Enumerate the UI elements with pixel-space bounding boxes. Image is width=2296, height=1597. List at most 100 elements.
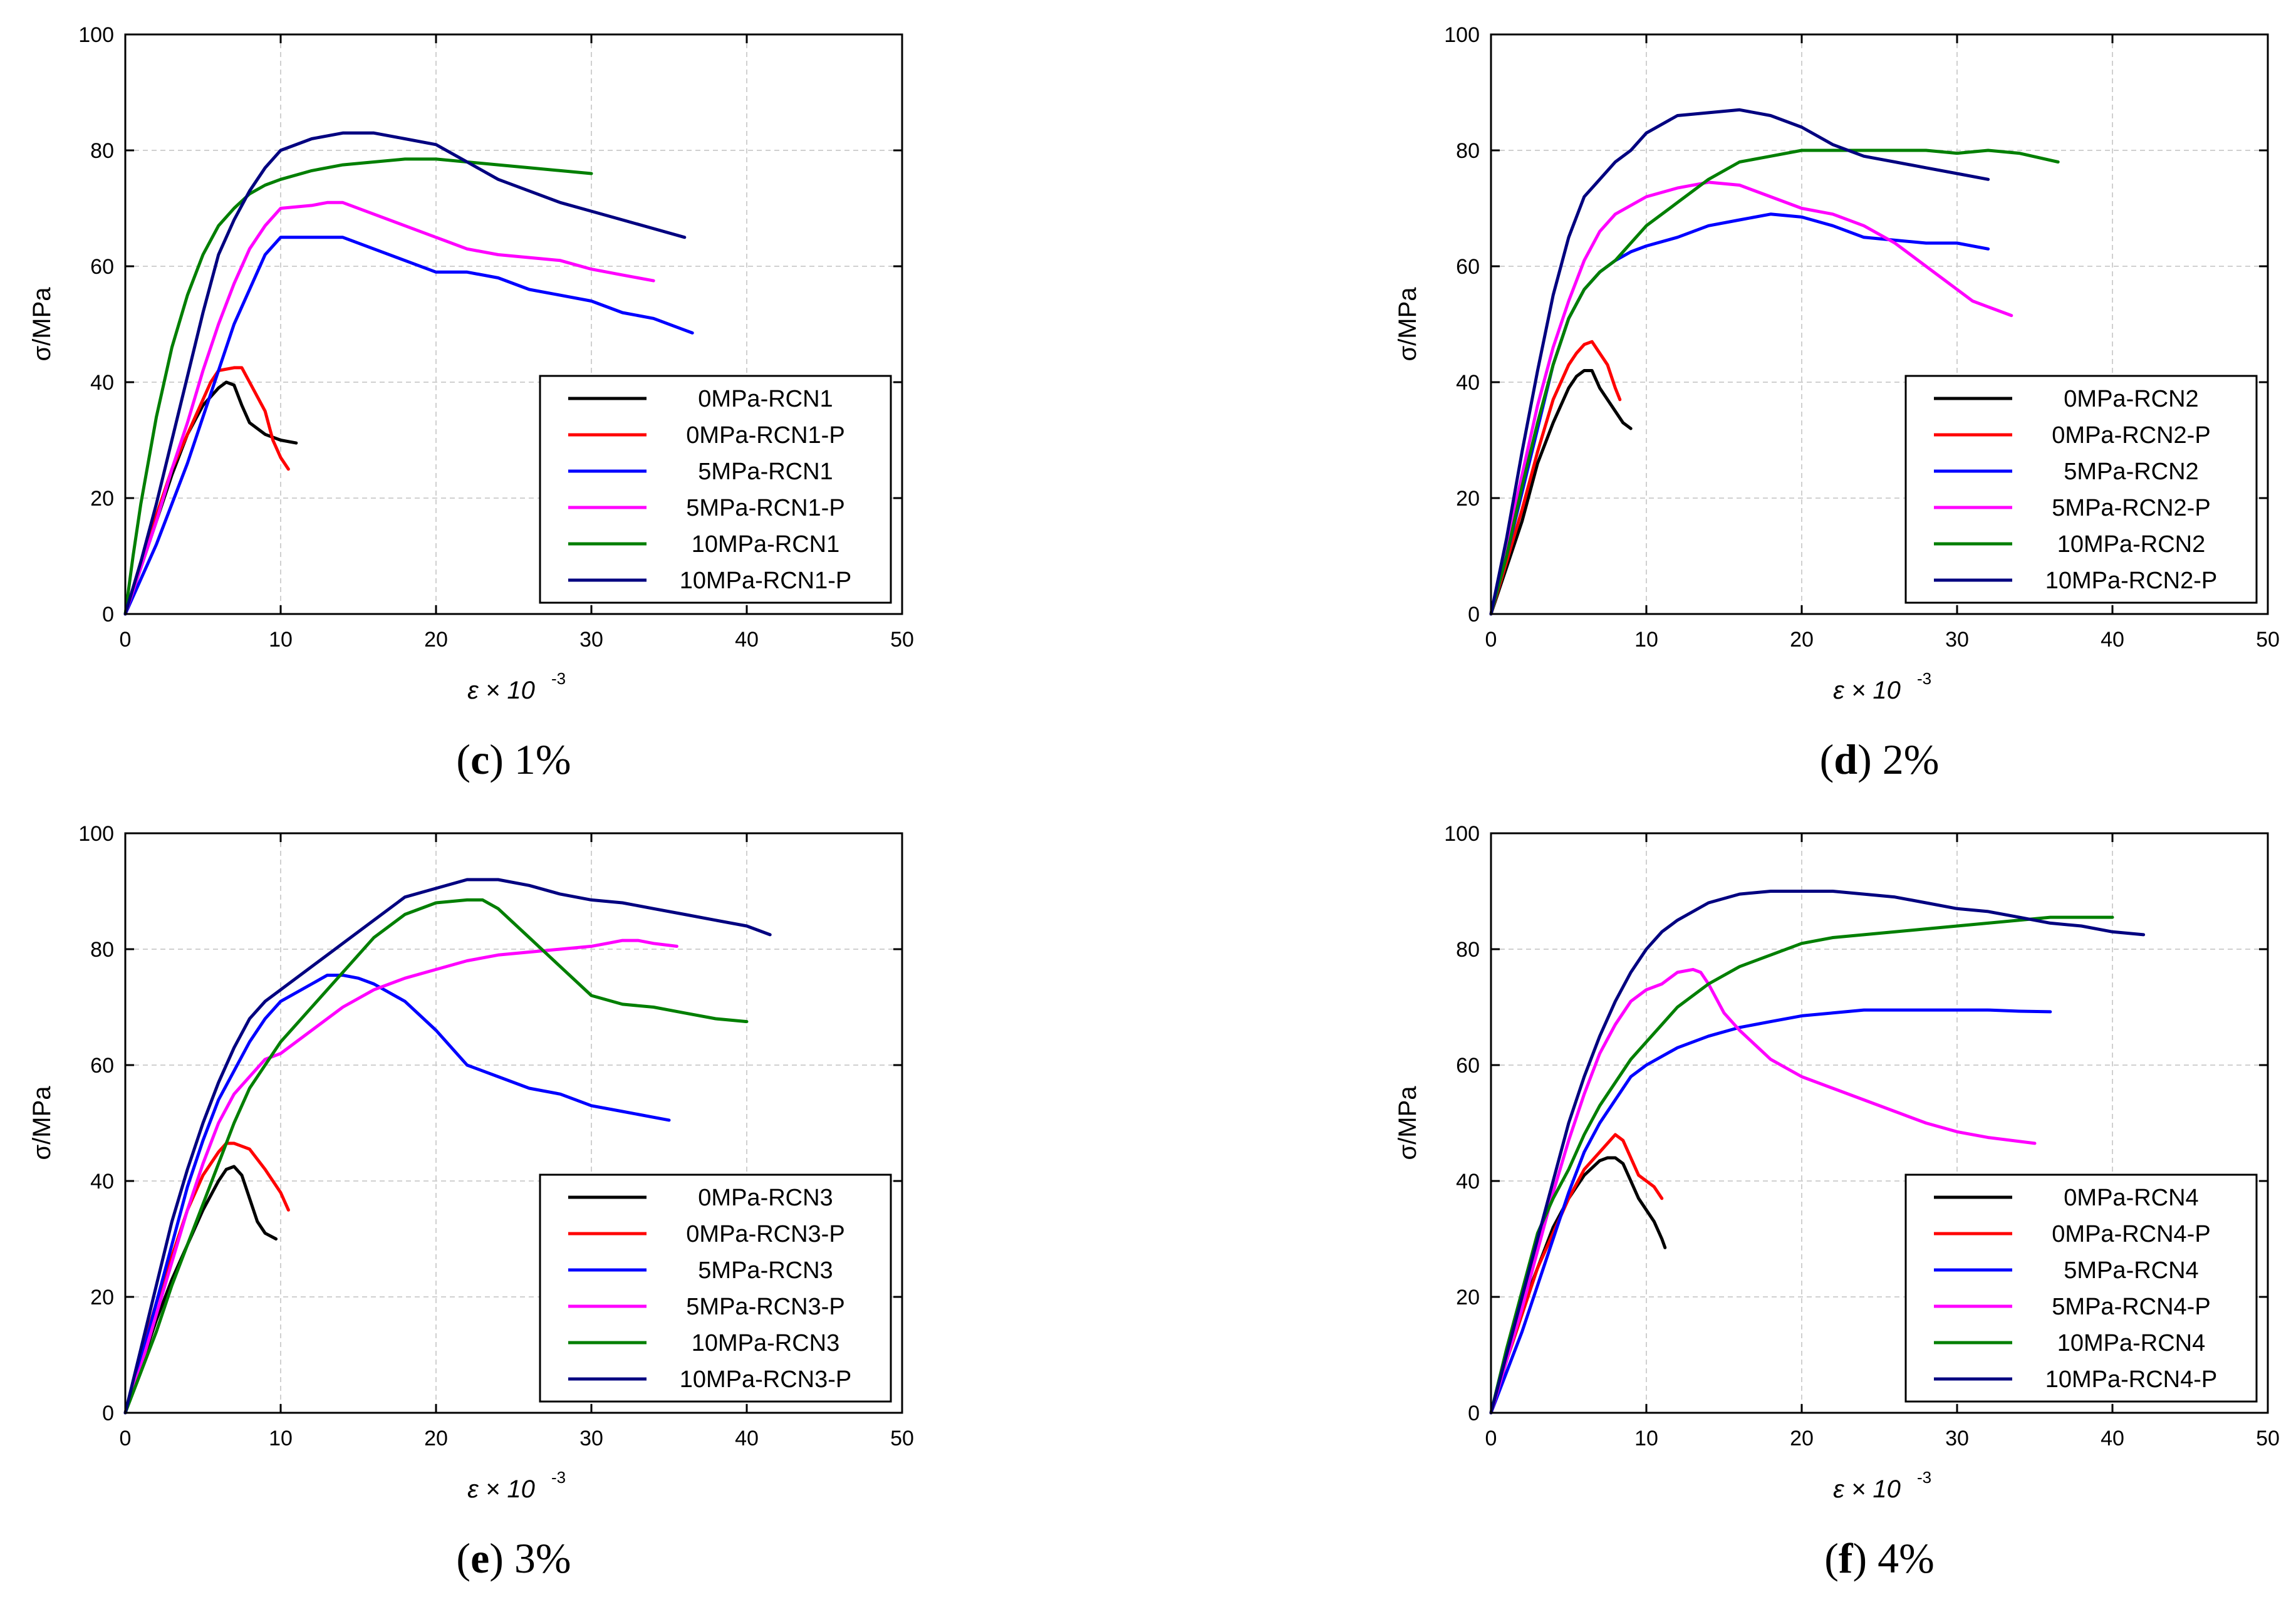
y-tick-label: 100 xyxy=(1444,23,1480,47)
series-line-10mpa-rcn3-p xyxy=(123,878,772,1415)
y-tick-label: 60 xyxy=(1456,1054,1480,1078)
x-tick-label: 40 xyxy=(735,628,759,652)
series-line-5mpa-rcn4 xyxy=(1489,1008,2052,1415)
series-line-10mpa-rcn1 xyxy=(123,157,593,616)
y-tick-label: 80 xyxy=(1456,938,1480,962)
x-axis-label-exponent: -3 xyxy=(551,1468,566,1487)
series-line-10mpa-rcn4-p xyxy=(1489,890,2146,1415)
legend-entry: 0MPa-RCN2-P xyxy=(2052,422,2210,449)
legend-box xyxy=(1904,1173,2258,1403)
x-axis-label-exponent: -3 xyxy=(1917,669,1931,688)
series-line-10mpa-rcn3 xyxy=(123,898,749,1415)
y-axis-label: σ/MPa xyxy=(1394,1086,1421,1160)
series-line-5mpa-rcn2-p xyxy=(1489,180,2013,616)
x-tick-label: 50 xyxy=(2256,1427,2280,1450)
y-tick-label: 40 xyxy=(1456,371,1480,395)
y-tick-label: 40 xyxy=(1456,1170,1480,1194)
legend-entry: 10MPa-RCN4-P xyxy=(2045,1366,2218,1393)
y-tick-label: 100 xyxy=(78,822,114,846)
y-tick-label: 20 xyxy=(90,1286,114,1309)
legend-entry: 0MPa-RCN4 xyxy=(2064,1185,2198,1211)
y-tick-label: 60 xyxy=(90,1054,114,1078)
series-line-5mpa-rcn1-p xyxy=(123,200,655,616)
legend-entry: 10MPa-RCN1-P xyxy=(680,568,852,594)
y-tick-label: 20 xyxy=(90,487,114,511)
legend-entry: 5MPa-RCN4 xyxy=(2064,1257,2198,1284)
x-tick-label: 0 xyxy=(1485,1427,1497,1450)
legend-entry: 0MPa-RCN2 xyxy=(2064,386,2198,412)
chart-panel-f: 0 10 20 30 40 50 0 20 40 60 80 100 ε × 10 -3 σ/MPa 0MPa… xyxy=(1394,822,2280,1582)
x-tick-label: 10 xyxy=(269,628,293,652)
legend-entry: 0MPa-RCN1 xyxy=(698,386,833,412)
legend-entry: 5MPa-RCN4-P xyxy=(2052,1294,2210,1320)
y-tick-label: 0 xyxy=(102,1402,114,1425)
legend-entry: 10MPa-RCN4 xyxy=(2057,1330,2206,1356)
y-tick-label: 0 xyxy=(1468,1402,1480,1425)
y-tick-label: 80 xyxy=(90,938,114,962)
legend-entry: 0MPa-RCN3 xyxy=(698,1185,833,1211)
x-tick-label: 10 xyxy=(269,1427,293,1450)
legend-entry: 5MPa-RCN1-P xyxy=(686,495,844,521)
series-line-0mpa-rcn2-p xyxy=(1489,340,1622,616)
x-tick-label: 40 xyxy=(2101,1427,2124,1450)
panel-caption: (c) 1% xyxy=(456,736,571,783)
panel-caption: (e) 3% xyxy=(456,1534,571,1582)
y-tick-label: 20 xyxy=(1456,487,1480,511)
series-line-10mpa-rcn1-p xyxy=(123,131,687,616)
y-tick-label: 80 xyxy=(1456,139,1480,163)
y-tick-label: 40 xyxy=(90,1170,114,1194)
y-tick-label: 0 xyxy=(1468,603,1480,627)
series-line-5mpa-rcn3-p xyxy=(123,939,678,1415)
legend-entry: 10MPa-RCN2 xyxy=(2057,531,2206,558)
x-tick-label: 20 xyxy=(424,1427,448,1450)
legend: 0MPa-RCN2 0MPa-RCN2-P 5MPa-RCN2 5MPa-RCN2-P… xyxy=(1904,375,2258,604)
x-tick-label: 20 xyxy=(1790,628,1814,652)
x-tick-label: 10 xyxy=(1634,628,1658,652)
legend-entry: 0MPa-RCN1-P xyxy=(686,422,844,449)
plot-frame xyxy=(124,33,903,615)
legend-entry: 10MPa-RCN1 xyxy=(692,531,840,558)
legend-entry: 5MPa-RCN2-P xyxy=(2052,495,2210,521)
series-line-0mpa-rcn2 xyxy=(1489,369,1633,616)
legend-entry: 5MPa-RCN1 xyxy=(698,459,833,485)
x-tick-label: 20 xyxy=(1790,1427,1814,1450)
plot-frame xyxy=(1490,832,2269,1414)
legend-entry: 5MPa-RCN2 xyxy=(2064,459,2198,485)
legend-entry: 5MPa-RCN3 xyxy=(698,1257,833,1284)
y-tick-label: 60 xyxy=(90,255,114,279)
legend-entry: 10MPa-RCN3-P xyxy=(680,1366,852,1393)
y-tick-label: 100 xyxy=(78,23,114,47)
x-tick-label: 30 xyxy=(579,1427,603,1450)
legend-entry: 0MPa-RCN4-P xyxy=(2052,1221,2210,1247)
x-tick-label: 50 xyxy=(890,628,914,652)
legend: 0MPa-RCN1 0MPa-RCN1-P 5MPa-RCN1 5MPa-RCN1-P… xyxy=(539,375,892,604)
x-tick-label: 40 xyxy=(735,1427,759,1450)
y-tick-label: 60 xyxy=(1456,255,1480,279)
legend-entry: 10MPa-RCN2-P xyxy=(2045,568,2218,594)
series-line-10mpa-rcn2 xyxy=(1489,148,2060,616)
chart-panel-e: 0 10 20 30 40 50 0 20 40 60 80 100 ε × 10 -3 σ/MPa 0MPa… xyxy=(28,822,914,1582)
x-tick-label: 20 xyxy=(424,628,448,652)
y-tick-label: 0 xyxy=(102,603,114,627)
series-line-5mpa-rcn4-p xyxy=(1489,967,2037,1415)
chart-panel-d: 0 10 20 30 40 50 0 20 40 60 80 100 ε × 10 -3 σ/MPa 0MPa… xyxy=(1394,23,2280,783)
x-tick-label: 30 xyxy=(1945,628,1969,652)
legend-entry: 10MPa-RCN3 xyxy=(692,1330,840,1356)
legend-box xyxy=(539,1173,892,1403)
series-line-0mpa-rcn3 xyxy=(123,1165,278,1415)
series-line-0mpa-rcn4 xyxy=(1489,1156,1667,1415)
y-tick-label: 80 xyxy=(90,139,114,163)
x-axis-label: ε × 10 xyxy=(467,677,535,704)
series-line-0mpa-rcn4-p xyxy=(1489,1133,1664,1415)
y-axis-label: σ/MPa xyxy=(1394,287,1421,362)
legend: 0MPa-RCN4 0MPa-RCN4-P 5MPa-RCN4 5MPa-RCN4-P… xyxy=(1904,1173,2258,1403)
x-tick-label: 30 xyxy=(579,628,603,652)
x-axis-label: ε × 10 xyxy=(1833,677,1901,704)
chart-panel-c: 0 10 20 30 40 50 0 20 40 60 80 100 ε × 10 -3 σ/MPa 0MPa… xyxy=(28,23,914,783)
series-line-0mpa-rcn3-p xyxy=(123,1142,290,1415)
x-tick-label: 0 xyxy=(120,1427,132,1450)
series-line-10mpa-rcn2-p xyxy=(1489,108,1990,616)
panel-caption: (d) 2% xyxy=(1820,736,1940,783)
x-tick-label: 0 xyxy=(120,628,132,652)
